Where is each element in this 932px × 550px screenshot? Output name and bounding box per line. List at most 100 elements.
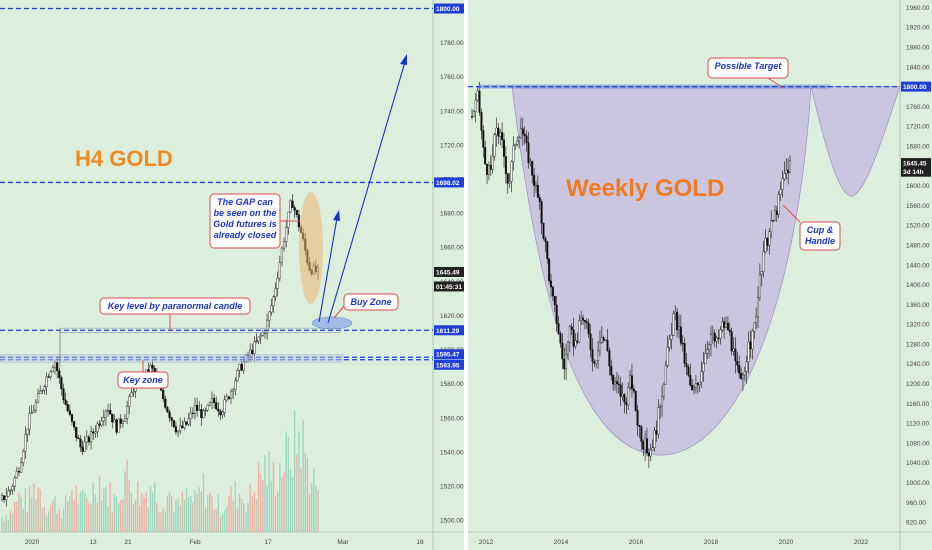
candle-body [285,227,288,242]
gap-callout-text: be seen on the [213,208,276,218]
candle-body [548,258,551,282]
volume-bar [270,480,273,532]
candle-body [617,383,620,386]
volume-bar [300,467,302,532]
volume-bar [285,431,287,532]
candle-body [58,370,61,378]
candle-body [704,353,707,364]
y-tick-label: 1500.00 [440,518,464,525]
candle-body [723,321,726,328]
volume-bar [35,498,37,532]
volume-bar [215,508,217,532]
volume-bar [109,482,111,532]
volume-bar [5,515,7,532]
volume-bar [149,485,152,532]
volume-bar [71,490,73,532]
volume-bar [238,493,241,532]
volume-bar [190,495,192,532]
candle-body [647,452,650,457]
candle-body [651,447,654,451]
candle-body [536,185,539,198]
volume-bar [3,521,5,532]
candle-body [251,349,254,354]
candle-body [636,410,639,426]
volume-bar [266,484,268,532]
candle-body [715,337,718,342]
candle-body [593,361,596,364]
candle-body [546,241,549,259]
volume-bar [33,483,35,532]
y-tick-label: 1540.00 [440,449,464,456]
candle-body [499,132,502,137]
y-tick-label: 960.00 [906,500,926,507]
candle-body [198,409,201,411]
candle-body [225,396,228,401]
candle-body [119,418,122,424]
volume-bar [124,470,126,532]
candle-body [773,210,776,221]
volume-bar [192,502,194,532]
candle-body [280,247,284,263]
y-tick-label: 1840.00 [906,64,930,71]
volume-bar [58,508,60,532]
candle-body [486,163,489,175]
volume-bar [90,503,92,532]
volume-bar [113,494,116,532]
volume-bar [221,513,224,532]
volume-bar [232,500,234,532]
candle-body [664,365,667,385]
chart-title: Weekly GOLD [566,175,724,202]
volume-bar [177,497,179,532]
price-level-tag [434,3,464,14]
candle-body [521,128,524,135]
candle-body [519,128,522,139]
candle-body [623,394,626,403]
gap-callout-text: already closed [214,230,277,240]
y-tick-label: 1440.00 [906,262,930,269]
candle-body [553,295,556,306]
candle-body [640,426,643,442]
volume-bar [160,512,162,532]
candle-body [534,185,537,187]
candle-body [525,135,528,143]
candle-body [550,280,553,288]
candle-body [62,388,65,401]
volume-bar [111,512,113,532]
volume-bar [268,451,270,532]
candle-body [721,321,724,331]
candle-body [762,251,765,272]
candle-body [738,365,741,374]
candle-body [9,489,12,492]
candle-body [632,388,635,392]
volume-bar [153,482,156,532]
candle-body [587,322,590,334]
y-tick-label: 1480.00 [906,242,930,249]
candle-body [176,430,180,433]
volume-bar [200,491,203,532]
candle-body [561,342,564,360]
candle-body [676,311,679,331]
candle-body [661,396,664,407]
volume-bar [43,506,46,532]
volume-bar [260,473,262,532]
candle-body [741,374,744,379]
candle-body [68,410,71,415]
candle-body [259,335,262,338]
y-tick-label: 1680.00 [440,211,464,218]
candle-body [772,220,775,222]
volume-bar [168,492,171,532]
candle-body [630,375,633,390]
price-level-tag [434,359,464,370]
price-level-tag-label: 1698.02 [436,180,460,187]
candle-body [745,361,748,372]
candle-body [64,399,67,405]
volume-bar [94,494,97,532]
candle-body [232,389,235,392]
candle-body [181,425,184,428]
candle-body [751,331,754,350]
candle-body [574,340,577,347]
candle-body [223,399,226,413]
volume-bar [28,486,31,532]
candle-body [109,410,112,415]
candle-body [726,323,729,331]
